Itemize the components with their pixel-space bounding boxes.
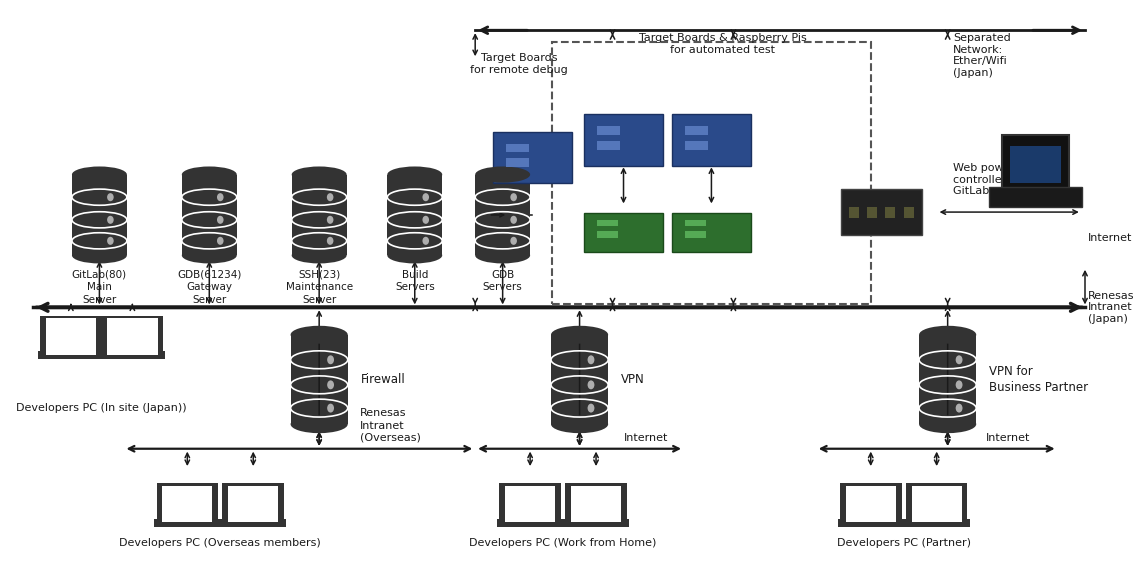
Bar [686,231,706,238]
Text: Internet: Internet [624,433,668,443]
Ellipse shape [588,356,594,364]
Bar [563,523,629,524]
Ellipse shape [475,247,530,263]
FancyBboxPatch shape [584,114,663,166]
Ellipse shape [956,356,962,364]
FancyBboxPatch shape [157,483,218,525]
FancyBboxPatch shape [906,483,967,525]
FancyBboxPatch shape [1002,135,1069,191]
Bar [99,351,166,359]
Text: Renesas
Intranet
(Japan): Renesas Intranet (Japan) [1088,291,1135,324]
Ellipse shape [217,193,224,201]
Text: Internet: Internet [1088,233,1133,243]
Text: Developers PC (In site (Japan)): Developers PC (In site (Japan)) [16,403,187,412]
Text: GDB
Servers: GDB Servers [482,270,522,292]
Bar [598,141,620,150]
FancyBboxPatch shape [102,316,163,357]
Bar [886,208,895,218]
FancyBboxPatch shape [493,132,572,183]
Ellipse shape [510,193,517,201]
FancyBboxPatch shape [107,318,158,355]
Bar [99,356,166,357]
Ellipse shape [588,404,594,412]
Ellipse shape [327,404,334,412]
Bar [904,208,913,218]
Text: Web power switch
controlled via
GitLab server: Web power switch controlled via GitLab s… [953,163,1054,196]
Bar [221,523,286,524]
FancyBboxPatch shape [162,486,213,523]
Ellipse shape [510,237,517,245]
FancyBboxPatch shape [1009,146,1062,183]
Bar [182,175,237,255]
Ellipse shape [217,216,224,224]
Ellipse shape [182,166,237,183]
FancyBboxPatch shape [672,114,751,166]
Text: SSH(23)
Maintenance
Server: SSH(23) Maintenance Server [286,270,353,304]
Text: Separated
Network:
Ether/Wifi
(Japan): Separated Network: Ether/Wifi (Japan) [953,33,1010,78]
Bar [506,158,528,167]
FancyBboxPatch shape [672,213,751,252]
FancyBboxPatch shape [841,189,922,235]
FancyBboxPatch shape [229,486,279,523]
Ellipse shape [291,247,346,263]
Ellipse shape [107,193,113,201]
Bar [598,219,618,226]
Bar [686,219,706,226]
FancyBboxPatch shape [499,483,561,525]
Bar [686,126,708,135]
Bar [290,335,347,424]
Ellipse shape [327,356,334,364]
Bar [506,143,528,153]
Ellipse shape [387,166,442,183]
Ellipse shape [423,216,429,224]
Bar [838,523,904,524]
Ellipse shape [475,166,530,183]
Ellipse shape [956,380,962,389]
FancyBboxPatch shape [570,486,621,523]
Ellipse shape [107,237,113,245]
Text: Developers PC (Overseas members): Developers PC (Overseas members) [119,538,321,548]
Bar [904,519,969,527]
Ellipse shape [72,247,127,263]
Text: Developers PC (Work from Home): Developers PC (Work from Home) [470,538,657,548]
Text: GitLab(80)
Main
Server: GitLab(80) Main Server [72,270,127,304]
Ellipse shape [327,237,334,245]
Bar [72,175,127,255]
Text: Developers PC (Partner): Developers PC (Partner) [837,538,970,548]
Ellipse shape [387,247,442,263]
Ellipse shape [290,415,347,433]
Bar [598,231,618,238]
Bar [221,519,286,527]
Ellipse shape [551,326,608,344]
Ellipse shape [919,326,976,344]
Bar [497,519,563,527]
Text: Internet: Internet [986,433,1031,443]
Bar [686,141,708,150]
Bar [563,519,629,527]
Text: GDB(61234)
Gateway
Server: GDB(61234) Gateway Server [177,270,241,304]
Bar [154,523,221,524]
Bar [838,519,904,527]
Ellipse shape [423,193,429,201]
Ellipse shape [327,216,334,224]
FancyBboxPatch shape [40,316,102,357]
Bar [38,356,104,357]
FancyBboxPatch shape [584,213,663,252]
Ellipse shape [327,193,334,201]
Text: Target Boards & Raspberry Pis
for automated test: Target Boards & Raspberry Pis for automa… [639,33,806,55]
Bar [475,175,530,255]
Text: Renesas
Intranet
(Overseas): Renesas Intranet (Overseas) [360,408,421,443]
Ellipse shape [217,237,224,245]
Bar [291,175,346,255]
Bar [919,335,976,424]
Bar [387,175,442,255]
Bar [552,42,871,304]
Bar [154,519,221,527]
FancyBboxPatch shape [840,483,902,525]
Bar [497,523,563,524]
Text: VPN for
Business Partner: VPN for Business Partner [990,365,1088,394]
FancyBboxPatch shape [505,486,555,523]
Ellipse shape [919,415,976,433]
FancyBboxPatch shape [566,483,626,525]
Ellipse shape [510,216,517,224]
